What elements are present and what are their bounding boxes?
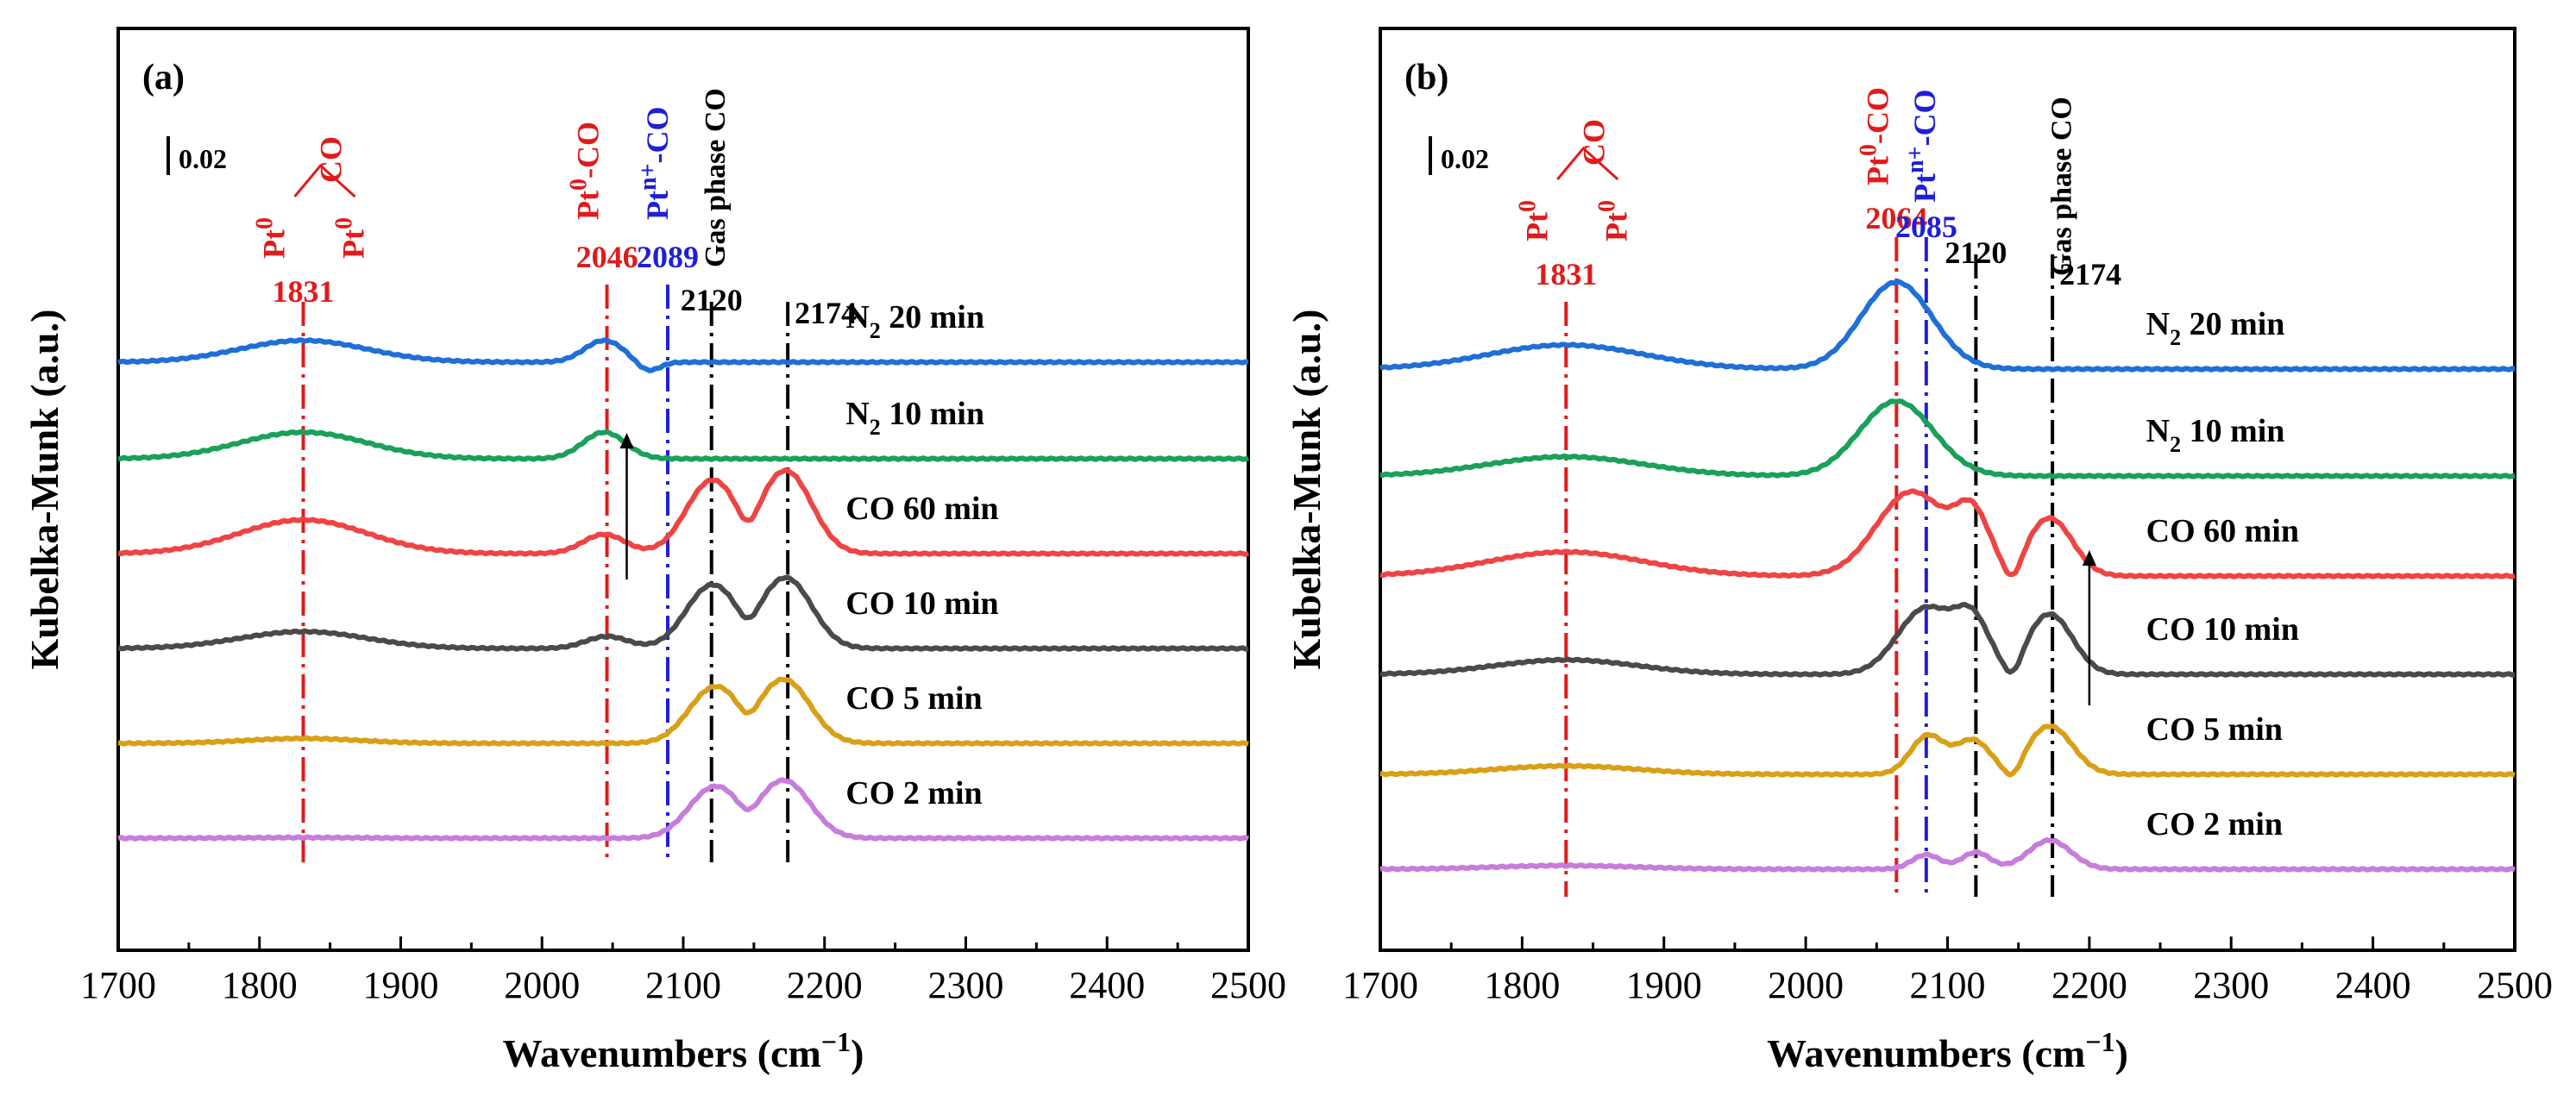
x-tick-label: 2000: [504, 964, 580, 1006]
series-label: CO 5 min: [2146, 711, 2283, 748]
series-label: CO 10 min: [2146, 611, 2299, 648]
x-axis-label: Wavenumbers (cm−1): [503, 1026, 864, 1075]
bridge-bonds: [293, 163, 356, 198]
x-tick-label: 2100: [645, 964, 721, 1006]
scale-bar-label: 0.02: [179, 143, 227, 174]
x-tick-label: 2400: [1069, 964, 1145, 1006]
x-tick-label: 2500: [1210, 964, 1286, 1006]
linear-pt0-label: Pt0-CO: [566, 122, 606, 220]
y-axis-label: Kubelka-Munk (a.u.): [22, 310, 66, 670]
trend-arrow-head: [619, 433, 634, 448]
x-tick-label: 2300: [2193, 964, 2269, 1006]
x-tick-label: 2200: [2051, 964, 2127, 1006]
peak-value-label: 2174: [795, 296, 857, 330]
peak-value-label: 2089: [637, 240, 699, 274]
series-line: [116, 337, 1248, 373]
bridge-pt-right: Pt0: [1593, 200, 1633, 241]
series-label: N2 10 min: [845, 396, 984, 440]
series-line: [117, 429, 1249, 462]
series-line: [117, 676, 1249, 747]
scale-bar-label: 0.02: [1441, 143, 1489, 174]
series-line: [1379, 398, 2516, 479]
series-label: N2 10 min: [2146, 413, 2285, 457]
series-label: N2 20 min: [2146, 306, 2285, 350]
x-tick-label: 1700: [1342, 964, 1418, 1006]
plot-frame: [1379, 27, 2516, 952]
x-tick-label: 2200: [787, 964, 863, 1006]
x-tick-label: 2300: [928, 964, 1004, 1006]
x-tick-label: 1700: [80, 964, 156, 1006]
series-label: N2 20 min: [845, 299, 984, 343]
panel-a: 1700 1800 1900 2000 2100 2200 2300 2400 2500 Wave…: [22, 27, 1286, 1075]
peak-value-label: 2174: [2059, 257, 2121, 291]
series-label: CO 60 min: [2146, 513, 2299, 549]
series-line: [1379, 723, 2516, 778]
x-tick-label: 1800: [1484, 964, 1560, 1006]
series-line: [1379, 488, 2516, 579]
x-tick-label: 1800: [222, 964, 298, 1006]
x-tick-label: 1900: [363, 964, 439, 1006]
y-axis-label: Kubelka-Munk (a.u.): [1285, 310, 1329, 670]
series-line: [117, 777, 1250, 842]
x-axis-label: Wavenumbers (cm−1): [1767, 1026, 2128, 1075]
series-line: [1379, 601, 2516, 678]
gas-phase-label: Gas phase CO: [2045, 97, 2077, 276]
peak-value-label: 2120: [1945, 235, 2007, 270]
linear-pt0-label: Pt0-CO: [1855, 87, 1894, 185]
panel-label: (b): [1404, 58, 1448, 97]
series-label: CO 5 min: [845, 680, 982, 717]
series-label: CO 10 min: [845, 586, 998, 622]
x-tick-label: 1900: [1626, 964, 1702, 1006]
series-label: CO 60 min: [845, 491, 998, 527]
x-tick-label: 2100: [1910, 964, 1986, 1006]
gas-phase-label: Gas phase CO: [700, 88, 732, 267]
x-tick-label: 2500: [2477, 964, 2553, 1006]
bridge-bonds: [1556, 146, 1619, 181]
linear-ptn-label: Ptn+-CO: [635, 106, 675, 220]
peak-value-label: 2085: [1895, 210, 1957, 244]
bridge-pt-right: Pt0: [331, 217, 371, 259]
peak-value-label: 1831: [1535, 257, 1597, 291]
trend-arrow-head: [2082, 550, 2096, 566]
series-label: CO 2 min: [845, 775, 982, 811]
peak-value-label: 1831: [273, 274, 335, 309]
peak-value-label: 2120: [681, 283, 743, 317]
series-line: [117, 467, 1250, 557]
peak-value-label: 2046: [576, 240, 638, 274]
series-line: [1379, 279, 2515, 373]
bridge-pt-left: Pt0: [252, 217, 292, 259]
x-tick-label: 2400: [2335, 964, 2411, 1006]
panel-label: (a): [142, 58, 185, 97]
series-line: [116, 574, 1249, 652]
linear-ptn-label: Ptn+-CO: [1902, 89, 1942, 203]
series-label: CO 2 min: [2146, 806, 2283, 842]
panel-b: 1700 1800 1900 2000 2100 2200 2300 2400 2500 Wave…: [1285, 27, 2553, 1075]
x-tick-label: 2000: [1768, 964, 1844, 1006]
bridge-pt-left: Pt0: [1514, 200, 1554, 241]
peak-value-label: 2064: [1865, 201, 1927, 235]
series-line: [1379, 837, 2516, 873]
